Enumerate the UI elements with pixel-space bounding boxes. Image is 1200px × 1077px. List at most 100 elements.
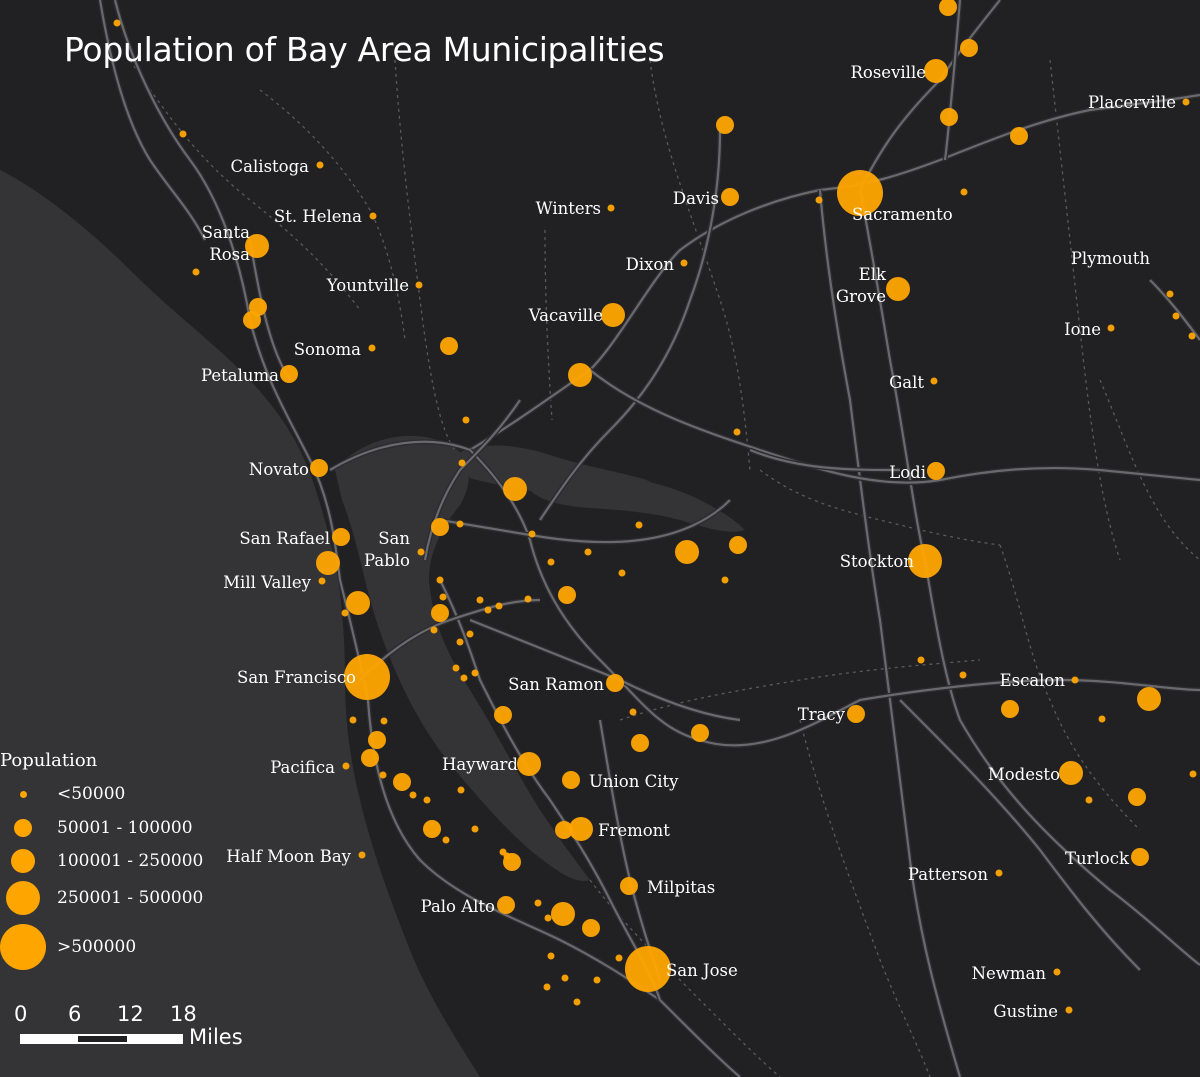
city-label-pacifica: Pacifica [270,758,335,777]
municipality-symbol [584,548,592,556]
city-symbol-galt[interactable] [930,377,938,385]
city-symbol-tracy[interactable] [847,705,865,723]
city-symbol-yountville[interactable] [415,281,423,289]
municipality-symbol [629,708,637,716]
legend-symbol [11,849,35,873]
city-symbol-vacaville[interactable] [601,303,625,327]
city-symbol-half-moon-bay[interactable] [358,851,366,859]
city-symbol-pacifica[interactable] [342,762,350,770]
municipality-symbol [460,674,468,682]
city-symbol-petaluma[interactable] [280,365,298,383]
legend-symbol [19,790,27,798]
city-label-line: Escalon [1000,671,1066,690]
city-symbol-san-pablo[interactable] [417,548,425,556]
county-boundary [1099,379,1200,561]
city-label-calistoga: Calistoga [231,157,310,176]
city-label-san-rafael: San Rafael [239,529,330,548]
city-label-line: Calistoga [231,157,310,176]
municipality-symbol [442,836,450,844]
legend-label: 50001 - 100000 [57,818,193,838]
city-symbol-dixon[interactable] [680,259,688,267]
city-symbol-fremont[interactable] [569,817,593,841]
city-symbol-newman[interactable] [1053,968,1061,976]
municipality-symbol [940,108,958,126]
municipality-symbol [582,919,600,937]
municipality-symbol [1172,312,1180,320]
city-symbol-ione[interactable] [1107,324,1115,332]
legend-label: 250001 - 500000 [57,888,204,908]
delta-marsh [530,473,745,532]
city-symbol-patterson[interactable] [995,869,1003,877]
city-symbol-milpitas[interactable] [620,877,638,895]
legend-label: <50000 [57,784,126,804]
city-symbol-sacramento[interactable] [837,170,883,216]
city-symbol-santa-rosa[interactable] [245,234,269,258]
municipality-symbol [547,558,555,566]
city-label-line: Fremont [598,821,670,840]
city-label-line: Placerville [1088,93,1176,112]
city-symbol-modesto[interactable] [1059,761,1083,785]
city-symbol-palo-alto[interactable] [497,896,515,914]
city-symbol-gustine[interactable] [1065,1006,1073,1014]
city-symbol-plymouth[interactable] [1166,290,1174,298]
municipality-symbol [631,734,649,752]
municipality-symbol [615,954,623,962]
city-symbol-mill-valley[interactable] [318,577,326,585]
city-symbol-turlock[interactable] [1131,848,1149,866]
population-symbols [113,0,1197,1014]
city-symbol-san-francisco[interactable] [344,654,390,700]
city-label-line: San [378,529,410,548]
highway [98,0,206,241]
municipality-symbol [456,638,464,646]
municipality-symbol [733,428,741,436]
highway-network [97,0,1200,1077]
city-label-line: Lodi [889,463,926,482]
municipality-symbol [494,706,512,724]
highway [423,399,521,561]
city-symbol-stockton[interactable] [908,544,942,578]
city-label-elk-grove: Elk Grove [836,265,887,306]
city-symbol-union-city[interactable] [562,771,580,789]
city-symbol-hayward[interactable] [517,752,541,776]
city-symbol-st-helena[interactable] [369,212,377,220]
city-symbol-escalon[interactable] [1071,676,1079,684]
city-symbol-lodi[interactable] [927,462,945,480]
city-symbol-placerville[interactable] [1182,98,1190,106]
municipality-symbol [503,853,521,871]
city-symbol-roseville[interactable] [924,59,948,83]
city-label-line: San Jose [666,961,738,980]
legend-item: <50000 [0,774,260,814]
municipality-symbol [555,821,573,839]
city-label-line: San Rafael [239,529,330,548]
municipality-symbol [543,983,551,991]
city-symbol-davis[interactable] [721,188,739,206]
municipality-symbol [815,196,823,204]
city-label-line: San Francisco [237,668,356,687]
city-label-line: Union City [589,772,679,791]
scale-segment [128,1034,183,1044]
highway [469,449,1200,747]
legend-symbol [0,924,46,970]
highway [939,466,1200,482]
city-symbol-sonoma[interactable] [368,344,376,352]
municipality-symbol [1188,332,1196,340]
municipality-symbol [1010,127,1028,145]
city-symbol-san-jose[interactable] [625,946,671,992]
city-label-line: Stockton [840,552,915,571]
scale-segment [76,1034,129,1044]
city-symbol-novato[interactable] [310,459,328,477]
legend-label: >500000 [57,937,137,957]
city-symbol-elk-grove[interactable] [886,277,910,301]
city-symbol-san-rafael[interactable] [332,528,350,546]
city-symbol-winters[interactable] [607,204,615,212]
city-label-placerville: Placerville [1088,93,1176,112]
city-symbol-calistoga[interactable] [316,161,324,169]
city-label-line: Newman [972,964,1047,983]
city-symbol-san-ramon[interactable] [606,674,624,692]
municipality-symbol [495,602,503,610]
highway [1149,279,1200,341]
city-label-galt: Galt [889,373,924,392]
city-label-san-francisco: San Francisco [237,668,356,687]
